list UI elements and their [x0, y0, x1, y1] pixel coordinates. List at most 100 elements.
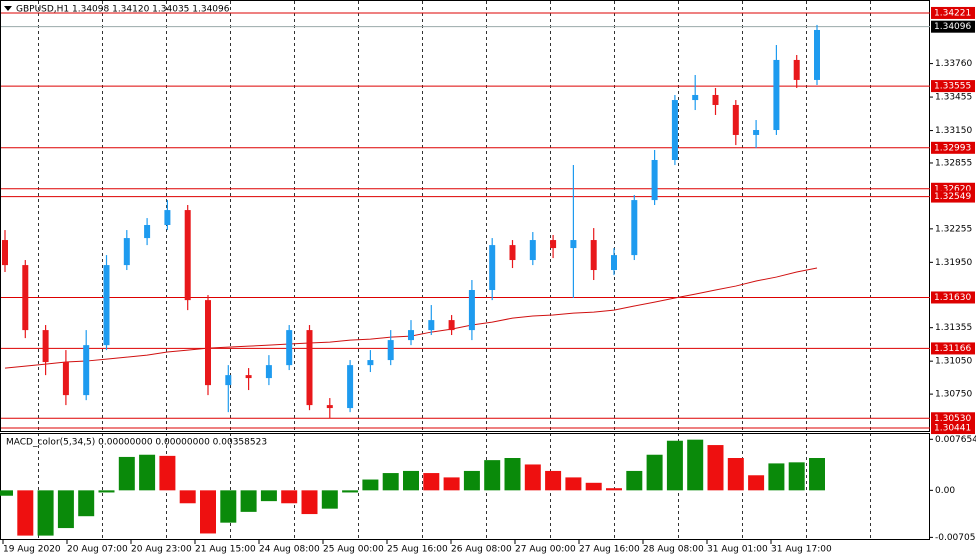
candle-body	[42, 330, 49, 363]
candle-body	[205, 300, 211, 386]
y-tick-label: 1.33150	[935, 126, 972, 136]
macd-bar	[545, 470, 562, 491]
candle-body	[144, 225, 151, 239]
candle-body	[387, 340, 394, 361]
level-box	[931, 80, 975, 93]
macd-bar	[118, 456, 135, 491]
candle-body	[245, 375, 252, 379]
x-tick-label: 25 Aug 16:00	[387, 545, 448, 555]
candle-body	[123, 238, 130, 266]
macd-bar	[707, 445, 724, 491]
y-tick-label: 1.31355	[935, 323, 972, 333]
indicator-tick-label: -0.007058	[935, 533, 976, 543]
level-box	[931, 291, 975, 304]
candle-body	[347, 365, 354, 409]
indicator-tick-label: 0.00	[935, 486, 955, 496]
level-label: 1.32620	[934, 184, 971, 194]
candle-body	[651, 159, 658, 201]
indicator-title: MACD_color(5,34,5) 0.00000000 0.00000000…	[6, 438, 267, 448]
macd-bar	[585, 482, 602, 491]
x-tick-label: 19 Aug 2020	[3, 545, 61, 555]
candle-body	[753, 130, 760, 135]
level-box	[931, 190, 975, 203]
macd-bar	[809, 458, 825, 491]
y-tick-label: 1.32255	[935, 224, 972, 234]
candle-body	[773, 59, 780, 131]
y-tick-label: 1.32855	[935, 158, 972, 168]
candle-body	[428, 320, 435, 331]
level-label: 1.31630	[934, 293, 971, 303]
macd-bar	[524, 464, 541, 491]
macd-bar	[98, 490, 115, 493]
x-tick-label: 31 Aug 01:00	[707, 545, 768, 555]
macd-bar	[382, 473, 399, 491]
macd-bar	[565, 477, 582, 491]
macd-bar	[139, 454, 156, 491]
macd-bar	[0, 490, 13, 496]
candle-body	[184, 210, 191, 301]
candle-body	[611, 255, 617, 271]
indicator-tick-label: 0.0076542	[935, 435, 976, 445]
candle-body	[326, 405, 333, 409]
level-box	[931, 6, 975, 19]
macd-bar	[17, 490, 34, 536]
candle-body	[468, 290, 475, 331]
candle-body	[408, 330, 414, 341]
candle-body	[62, 362, 69, 396]
macd-bar	[240, 490, 257, 512]
macd-bar	[57, 490, 74, 529]
candle-body	[550, 240, 557, 249]
x-tick-label: 21 Aug 15:00	[195, 545, 256, 555]
macd-bar	[260, 490, 277, 502]
candle-body	[265, 365, 272, 379]
macd-bar	[687, 439, 704, 491]
macd-bar	[342, 490, 359, 493]
macd-bar	[484, 460, 501, 491]
x-tick-label: 25 Aug 00:00	[323, 545, 384, 555]
menu-arrow	[4, 6, 12, 11]
x-tick-label: 26 Aug 08:00	[451, 545, 512, 555]
macd-bar	[78, 490, 95, 517]
candle-body	[814, 29, 820, 80]
candle-body	[793, 59, 800, 80]
level-box	[931, 342, 975, 355]
candle-body	[631, 200, 638, 256]
level-box	[931, 422, 975, 435]
macd-bar	[403, 470, 419, 491]
macd-bar	[646, 454, 663, 491]
macd-bar	[159, 455, 176, 491]
x-tick-label: 28 Aug 08:00	[643, 545, 704, 555]
level-box	[931, 412, 975, 425]
candle-body	[103, 265, 110, 346]
y-tick-label: 1.33760	[935, 59, 972, 69]
macd-bar	[788, 462, 805, 491]
candle-body	[671, 100, 678, 160]
candle-body	[22, 265, 29, 331]
x-tick-label: 24 Aug 08:00	[259, 545, 320, 555]
y-tick-label: 1.30750	[935, 390, 972, 400]
level-label: 1.30441	[934, 424, 971, 434]
macd-bar	[443, 477, 460, 491]
macd-bar	[37, 490, 54, 536]
x-tick-label: 27 Aug 16:00	[579, 545, 640, 555]
macd-bar	[301, 490, 318, 515]
y-tick-label: 1.33455	[935, 93, 972, 103]
y-tick-label: 1.31050	[935, 357, 972, 367]
level-label: 1.34221	[934, 8, 971, 18]
x-tick-label: 20 Aug 07:00	[67, 545, 128, 555]
macd-bar	[362, 479, 379, 491]
level-label: 1.31166	[934, 344, 971, 354]
candle-body	[692, 94, 699, 101]
candle-body	[570, 240, 577, 249]
chart-title: GBPUSD,H1 1.34098 1.34120 1.34035 1.3409…	[16, 5, 230, 15]
x-tick-label: 31 Aug 17:00	[771, 545, 832, 555]
candle-body	[367, 360, 374, 366]
x-tick-label: 27 Aug 00:00	[515, 545, 576, 555]
candle-body	[306, 330, 313, 406]
y-tick-label: 1.31950	[935, 258, 972, 268]
macd-bar	[423, 473, 440, 491]
macd-bar	[281, 490, 298, 504]
level-label: 1.32549	[934, 192, 971, 202]
candle-body	[509, 245, 516, 261]
